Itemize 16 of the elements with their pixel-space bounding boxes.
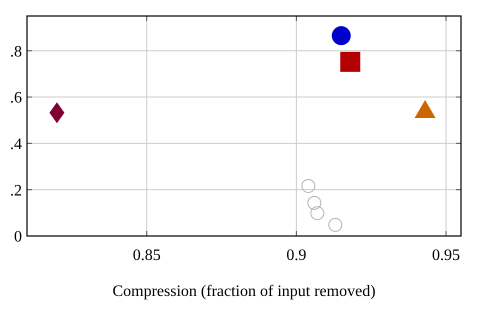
x-tick-label: 0.95 (432, 247, 460, 264)
point (301, 178, 316, 193)
point (307, 196, 322, 210)
point (340, 52, 360, 72)
point (332, 26, 351, 46)
y-tick-label: .8 (10, 43, 22, 60)
point (328, 218, 342, 232)
point (310, 206, 324, 220)
y-tick-label: 0 (14, 228, 22, 246)
y-tick-label: .2 (10, 182, 22, 200)
y-tick-label: .4 (10, 136, 22, 153)
y-tick-label: .6 (10, 90, 22, 107)
x-tick-label: 0.9 (286, 247, 306, 264)
x-axis-title: Compression (fraction of input removed) (112, 283, 376, 300)
x-tick-label: 0.85 (132, 247, 161, 264)
point (49, 102, 64, 124)
